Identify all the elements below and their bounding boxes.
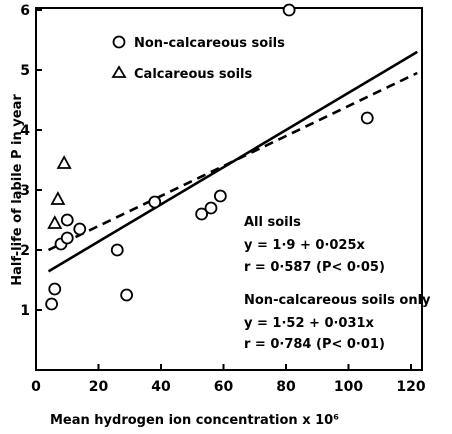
x-axis-ticks: 0 20 40 60 80 100 120 bbox=[31, 364, 426, 395]
x-tick-label: 20 bbox=[89, 379, 109, 395]
x-tick-label: 60 bbox=[214, 379, 234, 395]
y-tick-label: 6 bbox=[20, 3, 30, 19]
regression-lines bbox=[47, 50, 418, 273]
point-non-calcareous bbox=[48, 282, 62, 296]
data-points bbox=[45, 3, 374, 311]
x-tick-label: 120 bbox=[396, 379, 425, 395]
legend-label-calcareous: Calcareous soils bbox=[134, 67, 253, 82]
regression-annotations: All soils y = 1·9 + 0·025x r = 0·587 (P<… bbox=[244, 215, 431, 352]
point-non-calcareous bbox=[110, 243, 124, 257]
x-tick-label: 100 bbox=[334, 379, 363, 395]
point-non-calcareous bbox=[282, 3, 296, 17]
legend: Non-calcareous soils Calcareous soils bbox=[111, 35, 285, 82]
point-non-calcareous bbox=[195, 207, 209, 221]
y-tick-label: 1 bbox=[20, 303, 30, 319]
y-axis-ticks: 1 2 3 4 5 6 bbox=[20, 3, 42, 319]
point-non-calcareous bbox=[148, 195, 162, 209]
annotation-noncalcareous-title: Non-calcareous soils only bbox=[244, 293, 431, 308]
point-non-calcareous bbox=[60, 231, 74, 245]
point-non-calcareous bbox=[73, 222, 87, 236]
legend-triangle-marker bbox=[111, 65, 127, 78]
legend-label-non-calcareous: Non-calcareous soils bbox=[134, 36, 285, 51]
legend-circle-marker bbox=[112, 35, 126, 49]
y-tick-label: 3 bbox=[20, 183, 30, 199]
point-calcareous bbox=[50, 191, 66, 205]
y-axis-label: Half-life of labile P in year bbox=[10, 94, 25, 286]
y-tick-label: 2 bbox=[20, 243, 30, 259]
point-non-calcareous bbox=[120, 288, 134, 302]
point-calcareous bbox=[47, 215, 63, 229]
regression-line-all bbox=[47, 71, 418, 252]
annotation-all-soils-r: r = 0·587 (P< 0·05) bbox=[244, 260, 385, 275]
point-non-calcareous bbox=[204, 201, 218, 215]
x-tick-label: 80 bbox=[276, 379, 296, 395]
regression-line-noncalc bbox=[47, 50, 418, 273]
point-non-calcareous bbox=[213, 189, 227, 203]
annotation-all-soils-title: All soils bbox=[244, 215, 301, 230]
point-calcareous bbox=[56, 155, 72, 169]
y-tick-label: 4 bbox=[20, 123, 30, 139]
x-axis-label: Mean hydrogen ion concentration x 10⁶ bbox=[50, 413, 339, 428]
x-tick-label: 40 bbox=[151, 379, 171, 395]
point-non-calcareous bbox=[60, 213, 74, 227]
annotation-all-soils-equation: y = 1·9 + 0·025x bbox=[244, 238, 366, 253]
annotation-noncalcareous-equation: y = 1·52 + 0·031x bbox=[244, 316, 375, 331]
x-tick-label: 0 bbox=[31, 379, 41, 395]
point-non-calcareous bbox=[45, 297, 59, 311]
y-tick-label: 5 bbox=[20, 63, 30, 79]
point-non-calcareous bbox=[360, 111, 374, 125]
annotation-noncalcareous-r: r = 0·784 (P< 0·01) bbox=[244, 337, 385, 352]
